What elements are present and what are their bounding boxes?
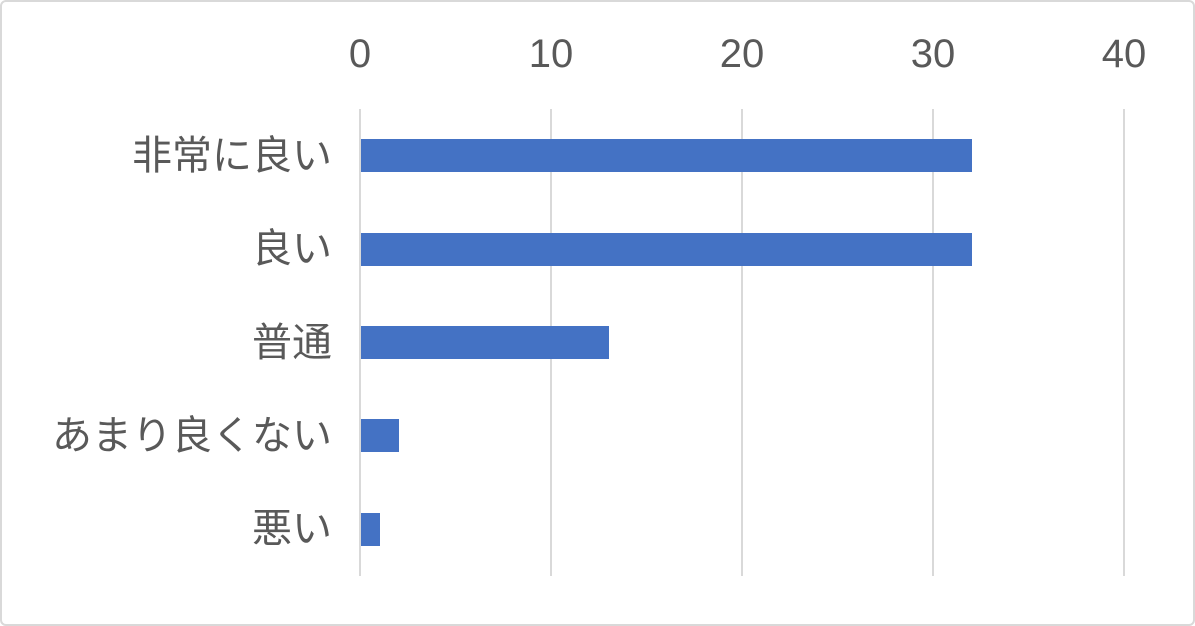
- vertical-gridline: [359, 109, 361, 576]
- x-axis-tick-label: 0: [348, 32, 372, 76]
- bar: [361, 512, 381, 546]
- category-label: 普通: [252, 320, 332, 365]
- vertical-gridline: [1123, 109, 1125, 576]
- x-axis-tick-label: 40: [1101, 32, 1147, 76]
- category-label: あまり良くない: [52, 413, 332, 458]
- x-axis-tick-label: 20: [719, 32, 765, 76]
- bar: [361, 419, 400, 453]
- bar: [361, 326, 610, 359]
- vertical-gridline: [932, 109, 934, 576]
- bar: [361, 232, 973, 266]
- category-label: 非常に良い: [132, 133, 332, 178]
- category-label: 良い: [252, 227, 332, 272]
- category-label: 悪い: [252, 507, 332, 552]
- vertical-gridline: [741, 109, 743, 576]
- x-axis-tick-label: 10: [528, 32, 574, 76]
- x-axis-tick-label: 30: [910, 32, 956, 76]
- bar: [361, 139, 973, 173]
